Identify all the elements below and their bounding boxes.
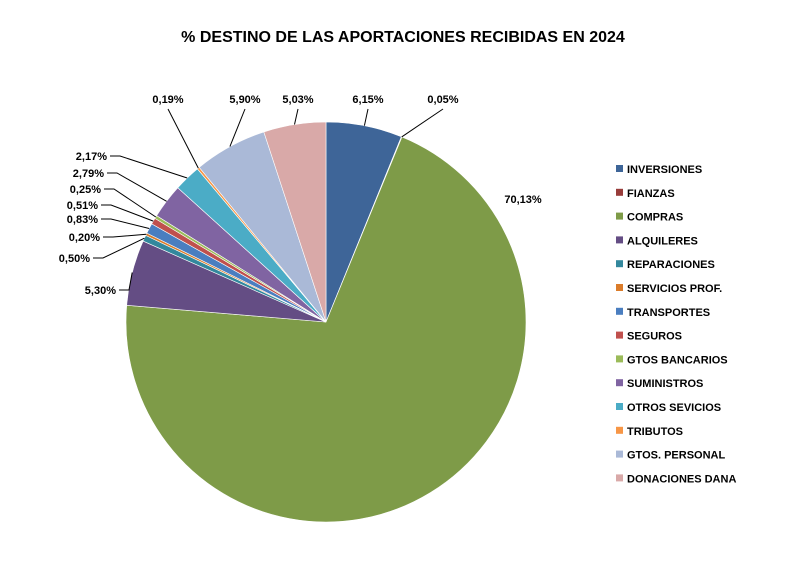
- legend-label-gtos-bancarios: GTOS BANCARIOS: [627, 354, 728, 366]
- legend-label-otros-sevicios: OTROS SEVICIOS: [627, 402, 721, 414]
- data-label-tributos: 0,19%: [152, 94, 183, 106]
- data-label-gtos-personal: 5,90%: [229, 94, 260, 106]
- pie-slice-compras: [125, 136, 527, 523]
- leader-line-suministros: [107, 172, 167, 202]
- leader-line-servicios-prof: [103, 233, 147, 238]
- legend-label-gtos-personal: GTOS. PERSONAL: [627, 450, 725, 462]
- leader-line-fianzas: [401, 108, 444, 138]
- leader-line-seguros: [101, 204, 154, 222]
- legend-label-alquileres: ALQUILERES: [627, 235, 698, 247]
- data-labels: 6,15% 0,05% 70,13% 5,30% 0,50% 0,20% 0,83% 0,51…: [59, 94, 542, 297]
- legend-swatch-tributos: [616, 426, 623, 434]
- data-label-fianzas: 0,05%: [427, 94, 458, 106]
- legend-label-suministros: SUMINISTROS: [627, 378, 703, 390]
- legend-label-transportes: TRANSPORTES: [627, 307, 710, 319]
- legend-swatch-donaciones-dana: [616, 474, 623, 482]
- pie-slices: [125, 121, 527, 523]
- data-label-otros-sevicios: 2,17%: [76, 151, 107, 163]
- leader-lines: [93, 108, 444, 291]
- legend-swatch-otros-sevicios: [616, 403, 623, 410]
- data-label-compras: 70,13%: [504, 194, 542, 206]
- legend-swatch-inversiones: [616, 165, 623, 172]
- data-label-donaciones-dana: 5,03%: [282, 94, 313, 106]
- legend-label-compras: COMPRAS: [627, 212, 683, 224]
- data-label-gtos-bancarios: 0,25%: [70, 184, 101, 196]
- legend-label-seguros: SEGUROS: [627, 331, 682, 343]
- leader-line-alquileres: [119, 272, 133, 291]
- legend-swatch-alquileres: [616, 236, 623, 244]
- leader-line-otros-sevicios: [110, 155, 188, 179]
- data-label-servicios-prof: 0,20%: [69, 232, 100, 244]
- legend-swatch-transportes: [616, 307, 623, 315]
- leader-line-tributos: [167, 108, 199, 169]
- legend-label-fianzas: FIANZAS: [627, 188, 675, 200]
- legend-label-reparaciones: REPARACIONES: [627, 259, 715, 271]
- legend: INVERSIONES FIANZAS COMPRAS ALQUILERES REPAR…: [616, 164, 736, 485]
- legend-swatch-gtos-bancarios: [616, 355, 623, 363]
- data-label-seguros: 0,51%: [67, 200, 98, 212]
- legend-swatch-gtos-personal: [616, 450, 623, 458]
- leader-line-reparaciones: [93, 237, 145, 259]
- leader-line-gtos-personal: [229, 108, 246, 147]
- chart-title: % DESTINO DE LAS APORTACIONES RECIBIDAS …: [181, 29, 625, 46]
- legend-swatch-suministros: [616, 379, 623, 387]
- data-label-alquileres: 5,30%: [85, 285, 116, 297]
- data-label-reparaciones: 0,50%: [59, 253, 90, 265]
- leader-line-donaciones-dana: [294, 108, 299, 125]
- leader-line-gtos-bancarios: [104, 188, 157, 218]
- legend-swatch-reparaciones: [616, 260, 623, 268]
- legend-swatch-servicios-prof: [616, 284, 623, 291]
- legend-label-inversiones: INVERSIONES: [627, 164, 702, 176]
- legend-label-tributos: TRIBUTOS: [627, 426, 683, 438]
- legend-swatch-fianzas: [616, 188, 623, 196]
- data-label-suministros: 2,79%: [73, 168, 104, 180]
- legend-label-servicios-prof: SERVICIOS PROF.: [627, 283, 722, 295]
- legend-label-donaciones-dana: DONACIONES DANA: [627, 473, 736, 485]
- legend-swatch-seguros: [616, 331, 623, 339]
- data-label-inversiones: 6,15%: [352, 94, 383, 106]
- data-label-transportes: 0,83%: [67, 214, 98, 226]
- leader-line-transportes: [101, 218, 150, 229]
- legend-swatch-compras: [616, 212, 623, 220]
- leader-line-inversiones: [363, 108, 369, 126]
